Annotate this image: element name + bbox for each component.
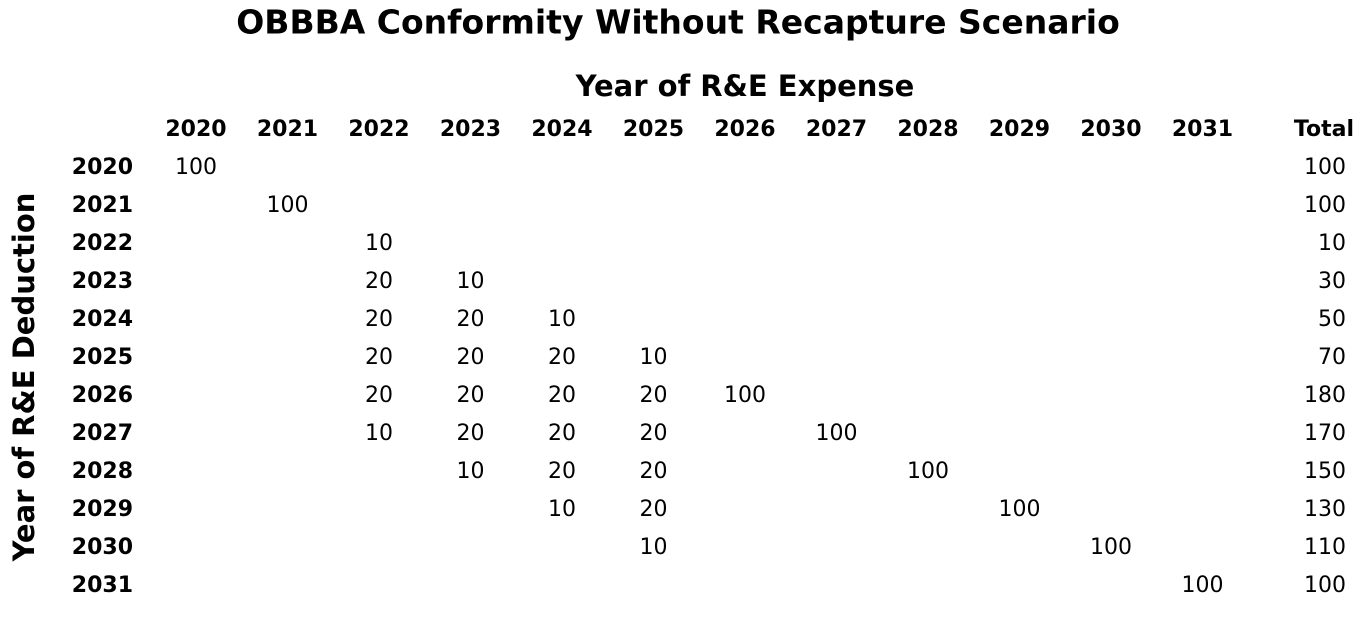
cell: 20 [457, 345, 485, 370]
cell: 10 [457, 459, 485, 484]
cell: 100 [267, 193, 309, 218]
cell: 100 [816, 421, 858, 446]
cell: 20 [365, 307, 393, 332]
row-header: 2029 [72, 497, 133, 522]
cell: 10 [457, 269, 485, 294]
column-header: 2022 [348, 117, 409, 142]
row-total: 30 [1318, 269, 1346, 294]
row-header: 2028 [72, 459, 133, 484]
row-total: 100 [1304, 193, 1346, 218]
row-header: 2021 [72, 193, 133, 218]
row-total: 100 [1304, 155, 1346, 180]
cell: 10 [640, 535, 668, 560]
row-header: 2020 [72, 155, 133, 180]
cell: 100 [175, 155, 217, 180]
cell: 100 [1182, 573, 1224, 598]
cell: 20 [365, 383, 393, 408]
column-header: 2028 [897, 117, 958, 142]
column-axis-label: Year of R&E Expense [575, 69, 915, 103]
cell: 20 [640, 383, 668, 408]
row-header: 2030 [72, 535, 133, 560]
cell: 20 [365, 269, 393, 294]
column-header: 2020 [165, 117, 226, 142]
row-total: 100 [1304, 573, 1346, 598]
row-total: 110 [1304, 535, 1346, 560]
cell: 100 [1090, 535, 1132, 560]
cell: 20 [548, 421, 576, 446]
cell: 100 [907, 459, 949, 484]
total-header: Total [1294, 117, 1354, 142]
row-header: 2031 [72, 573, 133, 598]
row-total: 130 [1304, 497, 1346, 522]
cell: 20 [640, 459, 668, 484]
cell: 10 [365, 421, 393, 446]
row-header: 2023 [72, 269, 133, 294]
cell: 20 [548, 459, 576, 484]
row-header: 2027 [72, 421, 133, 446]
column-header: 2025 [623, 117, 684, 142]
row-axis-label: Year of R&E Deduction [7, 193, 41, 563]
cell: 10 [640, 345, 668, 370]
cell: 20 [457, 307, 485, 332]
cell: 20 [457, 383, 485, 408]
cell: 10 [548, 307, 576, 332]
column-header: 2021 [257, 117, 318, 142]
row-total: 10 [1318, 231, 1346, 256]
row-total: 180 [1304, 383, 1346, 408]
cell: 20 [548, 345, 576, 370]
column-header: 2023 [440, 117, 501, 142]
cell: 10 [365, 231, 393, 256]
row-header: 2024 [72, 307, 133, 332]
cell: 20 [640, 421, 668, 446]
column-header: 2027 [806, 117, 867, 142]
title: OBBBA Conformity Without Recapture Scena… [236, 3, 1120, 42]
row-header: 2025 [72, 345, 133, 370]
column-header: 2031 [1172, 117, 1233, 142]
row-header: 2026 [72, 383, 133, 408]
cell: 100 [999, 497, 1041, 522]
column-header: 2024 [531, 117, 592, 142]
row-header: 2022 [72, 231, 133, 256]
cell: 10 [548, 497, 576, 522]
column-header: 2030 [1080, 117, 1141, 142]
column-header: 2029 [989, 117, 1050, 142]
column-header: 2026 [714, 117, 775, 142]
row-total: 50 [1318, 307, 1346, 332]
cell: 20 [640, 497, 668, 522]
row-total: 170 [1304, 421, 1346, 446]
cell: 100 [724, 383, 766, 408]
cell: 20 [365, 345, 393, 370]
row-total: 150 [1304, 459, 1346, 484]
row-total: 70 [1318, 345, 1346, 370]
cell: 20 [457, 421, 485, 446]
cell: 20 [548, 383, 576, 408]
